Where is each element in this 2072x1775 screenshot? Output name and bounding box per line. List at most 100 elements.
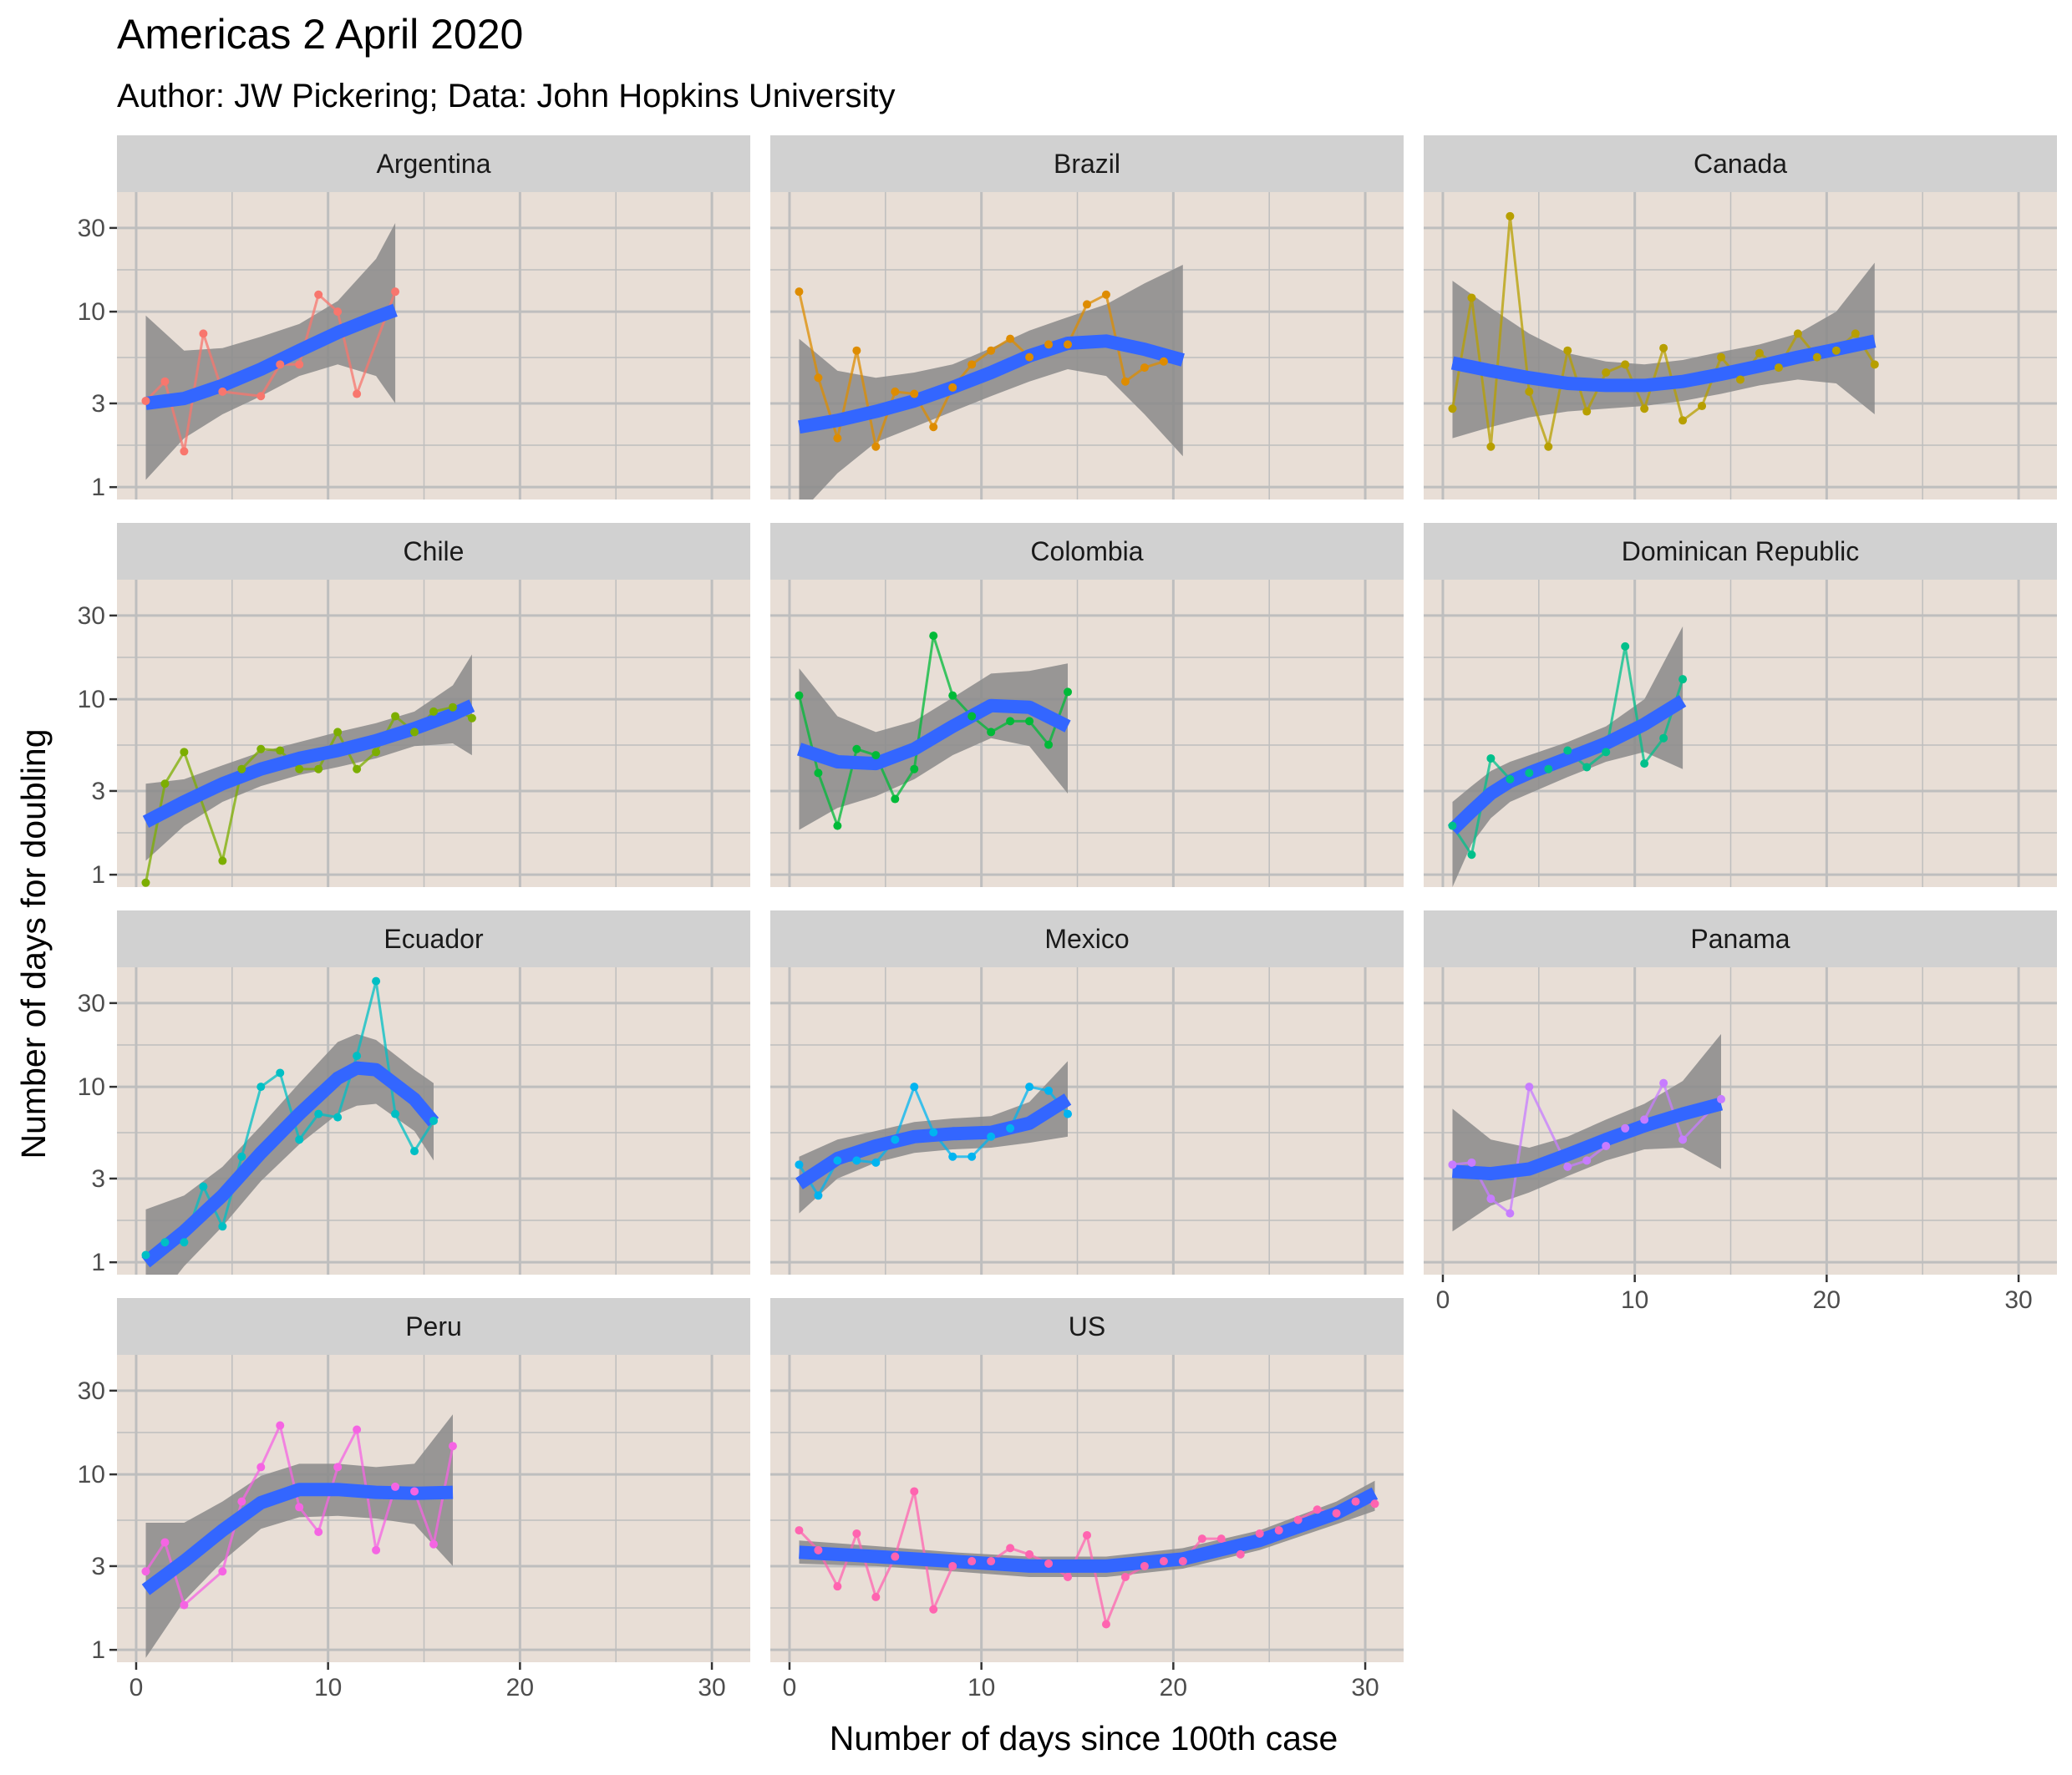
panel-background bbox=[770, 1355, 1404, 1662]
y-axis-title: Number of days for doubling bbox=[14, 728, 53, 1159]
data-point bbox=[1621, 360, 1630, 369]
data-point bbox=[353, 1425, 362, 1434]
facet-chile: Chile 1 3 10 30 bbox=[78, 523, 750, 889]
data-point bbox=[871, 442, 881, 451]
data-point bbox=[180, 1600, 189, 1610]
y-tick-label: 10 bbox=[78, 686, 105, 713]
data-point bbox=[353, 764, 362, 773]
confidence-ribbon bbox=[799, 265, 1183, 500]
data-point bbox=[871, 751, 881, 760]
data-point bbox=[276, 1068, 285, 1078]
data-point bbox=[1563, 746, 1572, 755]
data-point bbox=[160, 377, 170, 386]
data-point bbox=[795, 1160, 804, 1169]
data-point bbox=[218, 387, 227, 396]
data-point bbox=[1678, 416, 1688, 425]
data-point bbox=[852, 346, 861, 355]
data-point bbox=[1602, 368, 1611, 377]
data-point bbox=[1621, 1123, 1630, 1133]
data-point bbox=[814, 1545, 823, 1554]
data-point bbox=[256, 1463, 266, 1472]
facet-strip bbox=[117, 1298, 750, 1355]
data-point bbox=[1678, 1135, 1688, 1144]
data-point bbox=[1006, 1544, 1015, 1553]
data-point bbox=[429, 707, 438, 716]
data-point bbox=[948, 383, 957, 392]
data-point bbox=[1044, 340, 1054, 349]
y-tick-label: 10 bbox=[78, 298, 105, 326]
data-point bbox=[948, 1152, 957, 1161]
data-point bbox=[218, 1222, 227, 1231]
data-point bbox=[1159, 1557, 1168, 1566]
data-point bbox=[237, 1152, 246, 1161]
data-point bbox=[833, 1156, 842, 1165]
x-tick-label: 20 bbox=[1160, 1674, 1187, 1701]
data-point bbox=[1101, 1620, 1110, 1629]
data-point bbox=[1563, 1162, 1572, 1171]
facet-label: Peru bbox=[405, 1311, 462, 1341]
data-point bbox=[1582, 1156, 1592, 1165]
data-point bbox=[929, 423, 938, 432]
data-point bbox=[1006, 1123, 1015, 1133]
facet-strip bbox=[1424, 135, 2057, 192]
facet-argentina: Argentina 1 3 10 30 bbox=[78, 135, 750, 501]
data-point bbox=[967, 360, 977, 369]
data-point bbox=[1736, 375, 1744, 384]
data-point bbox=[314, 1527, 323, 1536]
data-point bbox=[295, 360, 304, 369]
data-point bbox=[141, 396, 150, 405]
data-point bbox=[1448, 1160, 1457, 1169]
data-point bbox=[237, 764, 246, 773]
facet-peru: Peru 1 3 10 30 0 10 20 30 bbox=[78, 1298, 750, 1701]
data-point bbox=[1064, 1573, 1073, 1582]
data-point bbox=[852, 1156, 861, 1165]
data-point bbox=[852, 744, 861, 753]
data-point bbox=[1025, 717, 1034, 726]
panel-plot-area bbox=[1424, 967, 2057, 1275]
data-point bbox=[814, 1191, 823, 1200]
smooth-line bbox=[796, 698, 1071, 771]
data-point bbox=[967, 1152, 977, 1161]
data-point bbox=[1717, 1094, 1726, 1103]
data-point bbox=[180, 447, 189, 456]
data-point bbox=[1525, 1083, 1534, 1092]
data-point bbox=[1216, 1534, 1226, 1544]
panel-plot-area bbox=[117, 1355, 750, 1662]
data-point bbox=[1044, 1086, 1054, 1095]
x-tick-label: 30 bbox=[2004, 1286, 2032, 1314]
data-point bbox=[180, 1238, 189, 1247]
data-point bbox=[1006, 334, 1015, 343]
data-point bbox=[910, 1487, 919, 1496]
facet-dominican-republic: Dominican Republic bbox=[1424, 523, 2057, 887]
data-point bbox=[1159, 357, 1168, 366]
data-point bbox=[1602, 748, 1611, 757]
x-tick-label: 0 bbox=[783, 1674, 797, 1701]
panel-plot-area bbox=[117, 580, 750, 887]
data-point bbox=[256, 392, 266, 401]
data-point bbox=[1640, 759, 1649, 768]
data-point bbox=[814, 373, 823, 383]
facet-strip bbox=[117, 135, 750, 192]
data-point bbox=[333, 728, 343, 737]
data-point bbox=[333, 307, 343, 317]
data-point bbox=[871, 1158, 881, 1167]
data-point bbox=[1448, 821, 1457, 830]
data-point bbox=[910, 1083, 919, 1092]
data-point bbox=[160, 1538, 170, 1547]
smooth-line bbox=[799, 1487, 1379, 1573]
panel-background bbox=[770, 967, 1404, 1275]
data-point bbox=[314, 764, 323, 773]
data-point bbox=[410, 1147, 419, 1156]
data-point bbox=[833, 821, 842, 830]
y-tick-label: 10 bbox=[78, 1073, 105, 1101]
data-point bbox=[391, 712, 400, 721]
data-point bbox=[1044, 1559, 1054, 1568]
data-point bbox=[295, 1135, 304, 1144]
data-point bbox=[256, 744, 266, 753]
smooth-line bbox=[142, 699, 475, 828]
x-tick-label: 10 bbox=[1621, 1286, 1648, 1314]
x-tick-label: 10 bbox=[967, 1674, 995, 1701]
data-point bbox=[1313, 1505, 1322, 1514]
panel-plot-area bbox=[117, 967, 750, 1275]
